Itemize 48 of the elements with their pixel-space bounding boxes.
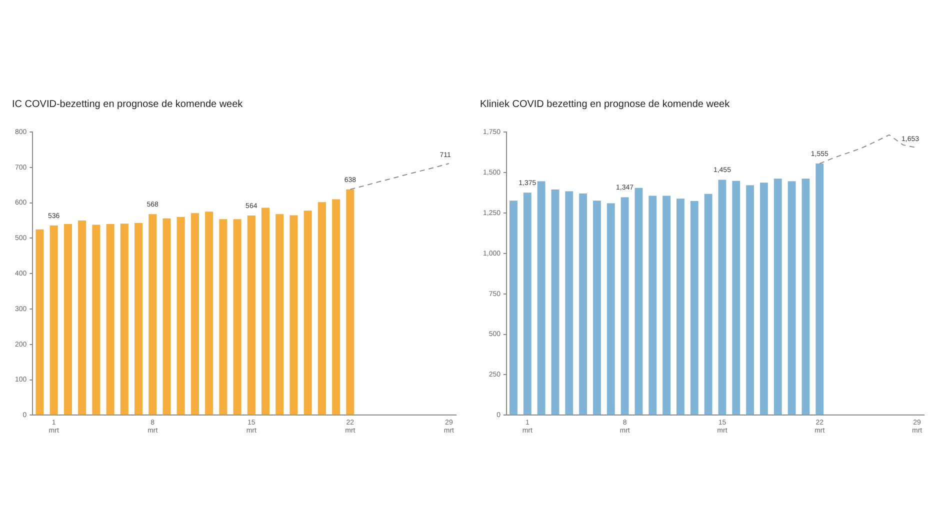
bar (233, 219, 242, 415)
bar (760, 182, 768, 415)
bar (816, 164, 824, 415)
bar (247, 216, 256, 415)
bar (92, 224, 100, 415)
bar (78, 220, 86, 415)
chart-title: Kliniek COVID bezetting en prognose de komende week (480, 98, 731, 110)
bar (579, 193, 588, 415)
chart-title: IC COVID-bezetting en prognose de komende week (12, 98, 244, 110)
bar (746, 185, 754, 415)
bar (662, 196, 671, 415)
bar (537, 181, 546, 415)
bar (190, 213, 199, 415)
bar (774, 178, 782, 415)
bar (634, 188, 643, 415)
bar (162, 218, 171, 415)
bar (510, 200, 518, 415)
bar (261, 208, 270, 415)
bar (606, 203, 615, 415)
bar (205, 212, 214, 415)
bar (551, 189, 560, 415)
bar (593, 200, 601, 415)
bar (523, 192, 532, 415)
bar (120, 224, 128, 415)
bar (332, 199, 340, 415)
bar (565, 191, 574, 415)
bar (346, 189, 354, 415)
bar (718, 180, 726, 415)
bar (106, 224, 114, 415)
bar (788, 181, 796, 415)
bar (64, 224, 72, 415)
bar (732, 180, 740, 415)
bar (690, 200, 698, 415)
bar (36, 229, 44, 415)
bar (290, 215, 298, 415)
bar (50, 225, 58, 415)
bar (176, 216, 185, 415)
bar (676, 198, 684, 415)
bar (304, 210, 312, 415)
bar (134, 222, 143, 415)
bar (219, 219, 228, 415)
bar (276, 214, 284, 415)
bar (802, 178, 810, 415)
bar (648, 196, 657, 415)
bar (318, 202, 326, 415)
bar (620, 197, 629, 415)
bar (148, 214, 157, 415)
bar (704, 194, 712, 415)
